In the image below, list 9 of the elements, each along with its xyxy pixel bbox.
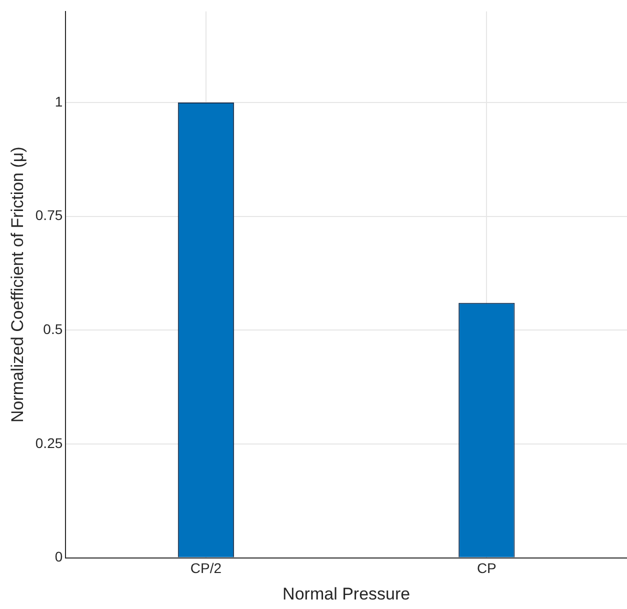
y-tick-label: 0.25 <box>35 434 63 451</box>
y-tick-label: 0.5 <box>43 320 63 337</box>
y-axis-title: Normalized Coefficient of Friction (μ) <box>8 146 27 423</box>
y-tick-label: 1 <box>54 93 63 110</box>
x-axis-title: Normal Pressure <box>282 584 410 604</box>
y-tick-label: 0 <box>54 548 63 565</box>
y-tick-label: 0.75 <box>35 207 63 224</box>
x-tick-label: CP <box>476 560 496 576</box>
x-tick-label: CP/2 <box>190 560 222 576</box>
